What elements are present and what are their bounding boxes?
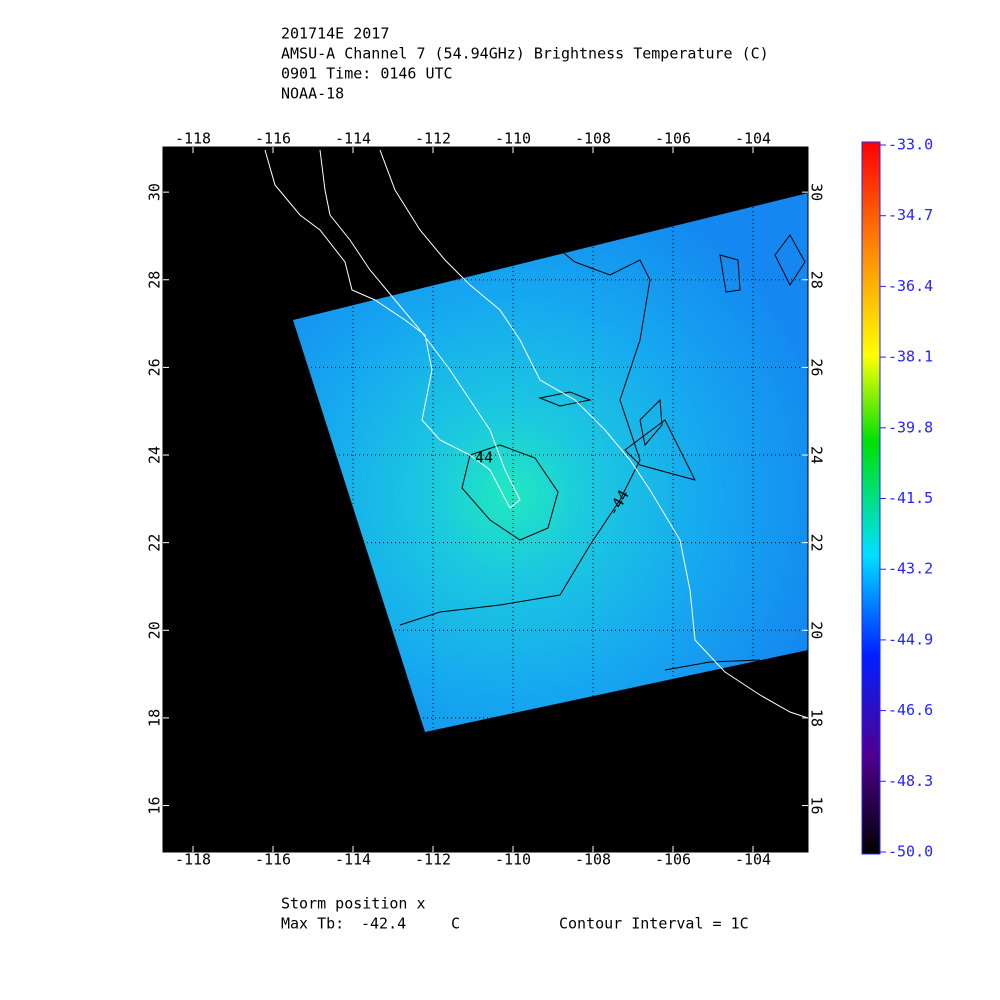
footer-text: Contour Interval = 1C — [559, 915, 749, 933]
colorbar-tick-label: -39.8 — [888, 418, 933, 436]
colorbar-tick-label: -46.6 — [888, 701, 933, 719]
x-tick-label: -112 — [415, 130, 451, 148]
x-tick-label: -112 — [415, 851, 451, 869]
footer-value: -42.4 — [361, 915, 406, 933]
colorbar-tick-label: -34.7 — [888, 206, 933, 224]
y-tick-label: 22 — [146, 534, 164, 552]
x-tick-label: -116 — [255, 851, 291, 869]
colorbar-tick-label: -44.9 — [888, 630, 933, 648]
y-tick-label: 24 — [146, 446, 164, 464]
y-tick-label: 20 — [146, 621, 164, 639]
title-line: NOAA-18 — [281, 85, 344, 103]
colorbar-tick-label: -38.1 — [888, 348, 933, 366]
colorbar-tick-label: -41.5 — [888, 489, 933, 507]
x-tick-label: -108 — [575, 851, 611, 869]
map-frame — [162, 146, 809, 853]
x-tick-label: -116 — [255, 130, 291, 148]
colorbar-tick-label: -33.0 — [888, 136, 933, 154]
y-tick-label: 28 — [146, 271, 164, 289]
y-tick-label: 16 — [808, 797, 826, 815]
colorbar-tick-label: -36.4 — [888, 277, 933, 295]
y-tick-label: 28 — [808, 271, 826, 289]
contour-label: 44 — [475, 449, 493, 467]
y-tick-label: 18 — [146, 709, 164, 727]
colorbar — [861, 141, 881, 855]
y-tick-label: 20 — [808, 621, 826, 639]
y-tick-label: 18 — [808, 709, 826, 727]
grid — [293, 193, 808, 732]
footer-text: Max Tb: — [281, 915, 344, 933]
colorbar-tick-label: -50.0 — [888, 843, 933, 861]
y-tick-label: 24 — [808, 446, 826, 464]
x-tick-label: -118 — [175, 851, 211, 869]
x-tick-label: -104 — [735, 130, 771, 148]
title-line: 201714E 2017 — [281, 25, 389, 43]
y-tick-label: 26 — [146, 358, 164, 376]
x-tick-label: -106 — [655, 130, 691, 148]
x-tick-label: -110 — [495, 130, 531, 148]
x-tick-label: -106 — [655, 851, 691, 869]
colorbar-tick-label: -48.3 — [888, 772, 933, 790]
y-tick-label: 30 — [808, 183, 826, 201]
x-tick-label: -108 — [575, 130, 611, 148]
coastline — [264, 149, 809, 719]
x-tick-label: -114 — [335, 851, 371, 869]
y-tick-label: 30 — [146, 183, 164, 201]
title-line: 0901 Time: 0146 UTC — [281, 65, 453, 83]
contours — [399, 234, 806, 671]
x-tick-label: -110 — [495, 851, 531, 869]
swath — [293, 193, 808, 732]
y-tick-label: 16 — [146, 797, 164, 815]
title-line: AMSU-A Channel 7 (54.94GHz) Brightness T… — [281, 45, 769, 63]
footer: Storm position x Max Tb: -42.4 C Contour… — [281, 895, 749, 933]
y-tick-label: 22 — [808, 534, 826, 552]
title: 201714E 2017 AMSU-A Channel 7 (54.94GHz)… — [281, 25, 769, 103]
colorbar-tick-label: -43.2 — [888, 560, 933, 578]
footer-text: Storm position x — [281, 895, 426, 913]
y-tick-label: 26 — [808, 358, 826, 376]
x-tick-label: -104 — [735, 851, 771, 869]
footer-text: C — [451, 915, 460, 933]
x-tick-label: -114 — [335, 130, 371, 148]
x-tick-label: -118 — [175, 130, 211, 148]
